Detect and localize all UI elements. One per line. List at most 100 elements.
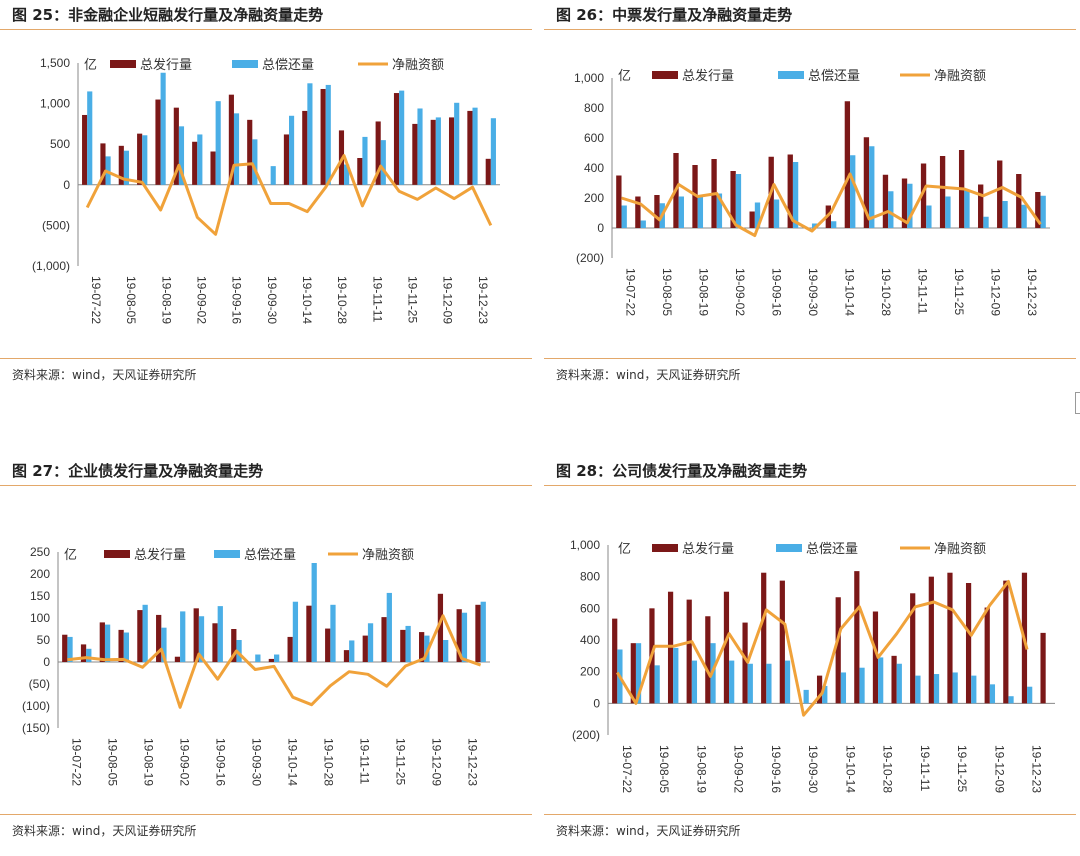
bar-repay [67,636,73,662]
title-rule [544,29,1076,30]
y-tick-label: 0 [593,696,600,710]
bar-repay [983,216,989,228]
bar-repay [472,107,478,185]
bar-issue [920,163,927,228]
bar-issue [231,629,237,662]
x-tick-label: 19-09-16 [770,268,784,316]
bar-issue [1003,580,1009,704]
x-tick-label: 19-12-23 [1025,268,1039,316]
y-tick-label: 800 [580,570,600,584]
y-tick-label: 400 [580,633,600,647]
bar-repay [952,672,958,704]
bar-issue [287,636,293,662]
bar-repay [311,563,317,662]
bar-issue [779,580,785,704]
bar-issue [997,160,1003,228]
bar-repay [915,675,921,704]
bar-issue [1016,174,1022,228]
bar-issue [156,614,162,662]
bar-issue [448,117,455,185]
x-tick-label: 19-09-16 [230,276,244,324]
y-tick-label: 150 [30,589,50,603]
bar-issue [381,617,387,662]
y-tick-label: (500) [42,218,70,232]
bar-repay [289,115,295,185]
x-tick-label: 19-09-30 [806,745,820,793]
bar-issue [939,156,946,228]
bar-issue [306,605,312,662]
bar-issue [118,629,124,662]
chart-svg: 1,500 1,000 500 0 (500) (1,000) 19-07-22 19-08-… [32,56,500,324]
bar-repay [773,199,780,228]
x-tick-label: 19-07-22 [620,745,634,793]
bar-repay [1002,201,1008,228]
source-note: 资料来源：wind，天风证券研究所 [556,824,741,838]
source-note: 资料来源：wind，天风证券研究所 [12,368,197,382]
bar-repay [490,118,496,185]
x-tick-label: 19-10-28 [321,738,335,786]
x-tick-label: 19-07-22 [624,268,638,316]
y-tick-label: (100) [22,699,50,713]
bar-issue [302,110,308,185]
bar-repay [435,117,441,185]
bar-repay [1021,204,1027,228]
bar-issue [430,119,436,185]
bar-repay [86,648,92,662]
bar-issue [174,656,181,662]
bar-issue [320,88,326,185]
y-tick-label: (1,000) [32,259,70,273]
bar-repay [198,616,205,662]
bar-repay [160,72,166,185]
x-tick-label: 19-09-02 [177,738,191,786]
bar-repay [349,640,355,662]
x-tick-label: 19-09-30 [249,738,263,786]
bar-issue [863,137,870,228]
y-tick-label: 250 [30,545,50,559]
bar-repay [747,663,753,704]
x-tick-label: 19-08-05 [660,268,674,316]
bar-repay [831,221,837,228]
x-tick-label: 19-09-02 [732,745,746,793]
bar-repay [325,84,331,185]
bar-issue [80,644,87,662]
x-tick-label: 19-09-02 [195,276,209,324]
x-tick-label: 19-07-22 [89,276,103,324]
series-line-net [621,172,1042,237]
bar-repay [104,624,111,662]
bar-repay [344,164,350,185]
bar-issue [437,593,444,662]
bar-repay [330,604,336,662]
legend-label: 净融资额 [934,69,986,84]
chart-panel-27: 图 27：企业债发行量及净融资量走势 250 200 150 100 50 0 (50) (1… [0,456,536,856]
x-tick-label: 19-10-14 [285,738,299,786]
bar-repay [989,684,996,704]
legend-swatch [232,60,258,68]
source-note: 资料来源：wind，天风证券研究所 [556,368,741,382]
y-tick-label: 100 [30,611,50,625]
x-tick-label: 19-12-09 [429,738,443,786]
legend-swatch [652,544,678,552]
bar-repay [236,640,242,662]
x-tick-label: 19-12-23 [465,738,479,786]
bar-repay [784,660,791,704]
legend-label: 总偿还量 [806,542,858,557]
x-tick-label: 19-10-14 [843,268,857,316]
y-tick-label: 600 [584,131,604,145]
bar-repay [424,635,430,662]
legend-label: 总发行量 [134,547,186,563]
legend-label: 净融资额 [392,58,444,73]
x-tick-label: 19-08-19 [697,268,711,316]
bar-issue [612,618,618,704]
bar-repay [735,174,742,228]
bar-repay [142,604,148,662]
bar-issue [375,121,381,185]
x-tick-label: 19-11-11 [916,268,930,315]
source-rule [0,814,532,815]
series-line-net [616,579,1029,717]
y-tick-label: 50 [37,633,51,647]
x-tick-label: 19-09-16 [213,738,227,786]
bar-issue [816,675,823,704]
x-tick-label: 19-08-19 [141,738,155,786]
bar-issue [362,635,368,662]
series-line-net [67,614,482,709]
